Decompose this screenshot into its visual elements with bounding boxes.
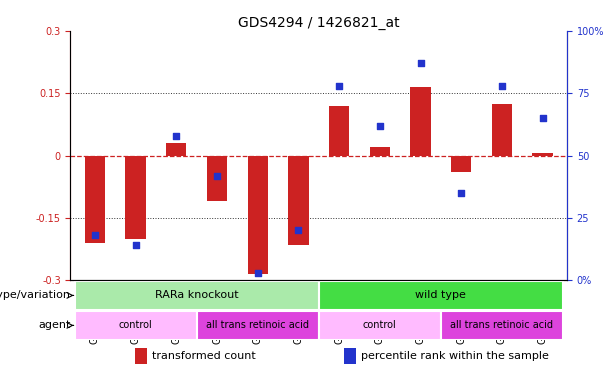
Point [538,115,547,121]
Bar [441,311,563,340]
Text: agent: agent [39,320,70,330]
Text: control: control [119,320,153,330]
Text: wild type: wild type [416,290,466,300]
Bar [197,311,319,340]
Bar [75,281,319,310]
Bar [166,143,186,156]
Bar [329,106,349,156]
Bar [451,156,471,172]
Bar [319,281,563,310]
Point [416,60,425,66]
Text: all trans retinoic acid: all trans retinoic acid [451,320,554,330]
Title: GDS4294 / 1426821_at: GDS4294 / 1426821_at [238,16,400,30]
Point [131,242,140,248]
Bar [533,154,553,156]
Point [375,122,385,129]
Bar [370,147,390,156]
Point [334,83,344,89]
Text: all trans retinoic acid: all trans retinoic acid [206,320,309,330]
Bar [319,311,441,340]
Point [456,190,466,196]
Bar [135,348,148,364]
Text: genotype/variation: genotype/variation [0,290,70,300]
Bar [410,87,431,156]
Bar [288,156,308,245]
Bar [126,156,146,239]
Point [212,172,222,179]
Text: RARa knockout: RARa knockout [155,290,238,300]
Bar [492,104,512,156]
Text: transformed count: transformed count [153,351,256,361]
Bar [248,156,268,274]
Point [497,83,507,89]
Bar [75,311,197,340]
Point [172,132,181,139]
Text: control: control [363,320,397,330]
Point [90,232,100,238]
Bar [343,348,356,364]
Bar [85,156,105,243]
Bar [207,156,227,201]
Point [253,270,262,276]
Point [294,227,303,233]
Text: percentile rank within the sample: percentile rank within the sample [361,351,549,361]
